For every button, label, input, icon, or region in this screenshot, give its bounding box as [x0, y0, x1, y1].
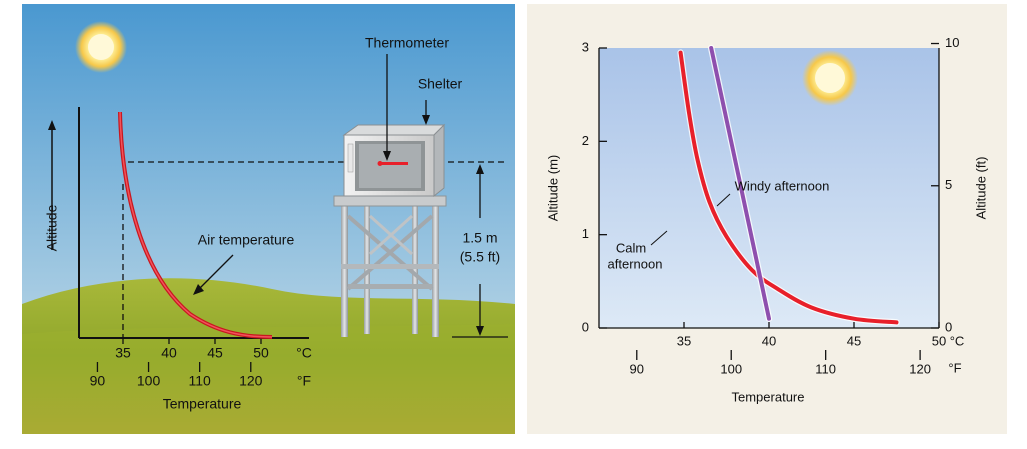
celsius-tick-label: 50: [253, 345, 269, 361]
celsius-tick-label: 45: [207, 345, 223, 361]
shelter-illustration: Altitude 35 40 45 50 °C 90 100 110 120 °F Temp…: [22, 4, 515, 434]
celsius-unit: °C: [296, 345, 312, 361]
height-meters-label: 1.5 m: [462, 230, 497, 246]
height-feet-label: (5.5 ft): [460, 249, 500, 265]
x-tick-label-fahrenheit: 100: [720, 361, 742, 376]
y-tick-label-m: 1: [582, 226, 589, 241]
altitude-label: Altitude: [44, 204, 60, 251]
x-tick-label-fahrenheit: 120: [909, 361, 931, 376]
shelter-arrow-icon: [422, 115, 430, 125]
windy-afternoon-label: Windy afternoon: [735, 178, 830, 193]
fahrenheit-tick-label: 120: [239, 373, 263, 389]
air-temperature-arrow-icon: [193, 284, 204, 295]
altitude-arrow-icon: [48, 120, 56, 130]
calm-afternoon-label: Calm: [616, 240, 646, 255]
fahrenheit-tick-label: 110: [189, 373, 212, 389]
y-tick-label-m: 2: [582, 133, 589, 148]
celsius-unit: °C: [950, 333, 965, 348]
thermometer-icon: [382, 162, 408, 165]
calm-afternoon-curve: [678, 50, 899, 325]
x-tick-label-celsius: 35: [677, 333, 691, 348]
temperature-label: Temperature: [163, 396, 242, 412]
x-tick-label-celsius: 50: [932, 333, 946, 348]
y-tick-label-ft: 0: [945, 319, 952, 334]
calm-afternoon-label-2: afternoon: [608, 256, 663, 271]
weather-shelter-icon: [342, 123, 446, 198]
fahrenheit-tick-label: 90: [90, 373, 106, 389]
fahrenheit-unit: °F: [297, 373, 311, 389]
air-temperature-label: Air temperature: [198, 232, 295, 248]
altitude-temperature-chart: 0 1 2 3 0 5 10 35 40 45 50 90 100 110 120 Altitude (m)…: [527, 4, 1007, 434]
fahrenheit-tick-label: 100: [137, 373, 161, 389]
y-tick-label-ft: 5: [945, 177, 952, 192]
thermometer-arrow-icon: [383, 151, 391, 161]
celsius-tick-label: 40: [161, 345, 177, 361]
fahrenheit-ticks: 90 100 110 120: [90, 362, 263, 389]
shelter-label: Shelter: [418, 76, 463, 92]
celsius-ticks: 35 40 45 50: [115, 338, 269, 361]
xlabel: Temperature: [732, 389, 805, 404]
x-tick-label-fahrenheit: 90: [630, 361, 644, 376]
x-tick-label-celsius: 40: [762, 333, 776, 348]
celsius-tick-label: 35: [115, 345, 131, 361]
fahrenheit-unit: °F: [948, 360, 961, 375]
thermometer-label: Thermometer: [365, 35, 449, 51]
windy-afternoon-line: [709, 46, 771, 321]
x-tick-label-celsius: 45: [847, 333, 861, 348]
y-tick-label-ft: 10: [945, 35, 959, 50]
ylabel-right: Altitude (ft): [973, 157, 988, 220]
height-up-arrow-icon: [476, 164, 484, 174]
tower-legs: [333, 195, 447, 337]
x-tick-label-fahrenheit: 110: [815, 361, 836, 376]
ylabel-left: Altitude (m): [545, 155, 560, 221]
height-down-arrow-icon: [476, 326, 484, 336]
y-tick-label-m: 3: [582, 39, 589, 54]
y-tick-label-m: 0: [582, 319, 589, 334]
